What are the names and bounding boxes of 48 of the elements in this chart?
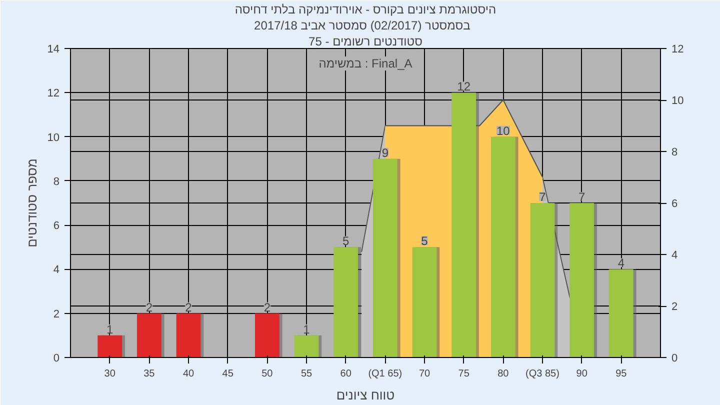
y-tick-label: 6 bbox=[53, 220, 60, 232]
data-label: 2 bbox=[185, 300, 192, 314]
data-label: 5 bbox=[342, 234, 350, 248]
y2-tick-label: 8 bbox=[672, 146, 678, 158]
y2-tick-label: 6 bbox=[672, 198, 678, 210]
y-axis-title: מספר סטודנטים bbox=[24, 158, 40, 248]
data-label: 4 bbox=[618, 256, 625, 270]
x-tick-label: 75 bbox=[458, 368, 470, 380]
x-tick-label: 50 bbox=[262, 368, 274, 380]
data-label: 2 bbox=[264, 300, 271, 314]
data-label: 7 bbox=[539, 190, 546, 204]
y-tick-label: 0 bbox=[53, 352, 60, 364]
y-tick-label: 4 bbox=[53, 264, 60, 276]
x-tick-label: 30 bbox=[104, 368, 116, 380]
y-tick-label: 8 bbox=[53, 176, 60, 188]
data-label: 7 bbox=[578, 190, 586, 204]
chart-subtitle: בסמסטר (02/2017) סמסטר אביב 2017/18 bbox=[254, 18, 470, 32]
data-label: 9 bbox=[382, 146, 389, 160]
x-tick-label: 55 bbox=[300, 368, 312, 380]
x-tick-label: (Q3 85) bbox=[526, 368, 560, 380]
x-tick-label: 80 bbox=[498, 368, 510, 380]
x-tick-label: 40 bbox=[182, 368, 194, 380]
x-tick-label: 45 bbox=[222, 368, 234, 380]
x-tick-label: 95 bbox=[616, 368, 628, 380]
annotation: סטודנטים רשומים - 75 bbox=[308, 34, 423, 48]
y-tick-label: 12 bbox=[47, 88, 60, 100]
y2-tick-label: 2 bbox=[672, 301, 678, 313]
data-label: 10 bbox=[496, 124, 510, 138]
y2-tick-label: 12 bbox=[672, 44, 684, 56]
x-tick-label: 90 bbox=[576, 368, 588, 380]
x-tick-label: 60 bbox=[340, 368, 352, 380]
data-label: 1 bbox=[106, 322, 114, 336]
data-label: 2 bbox=[146, 300, 153, 314]
x-tick-label: 35 bbox=[144, 368, 156, 380]
y-tick-label: 2 bbox=[53, 308, 60, 320]
x-axis-title: טווח ציונים bbox=[336, 388, 395, 402]
x-tick-label: (Q1 65) bbox=[368, 368, 402, 380]
y2-tick-label: 0 bbox=[672, 352, 678, 364]
data-label: 12 bbox=[457, 80, 471, 94]
x-tick-label: 70 bbox=[418, 368, 430, 380]
chart-title: היסטוגרמת ציונים בקורס - אוירודינמיקה בלתי דחיסה bbox=[234, 2, 496, 16]
data-label: 5 bbox=[421, 234, 428, 248]
y-tick-label: 14 bbox=[47, 44, 60, 56]
y2-tick-label: 10 bbox=[672, 95, 684, 107]
data-label: 1 bbox=[303, 322, 310, 336]
y2-tick-label: 4 bbox=[672, 250, 678, 262]
y-tick-label: 10 bbox=[47, 132, 60, 144]
annotation: במשימה : Final_A bbox=[318, 56, 412, 70]
